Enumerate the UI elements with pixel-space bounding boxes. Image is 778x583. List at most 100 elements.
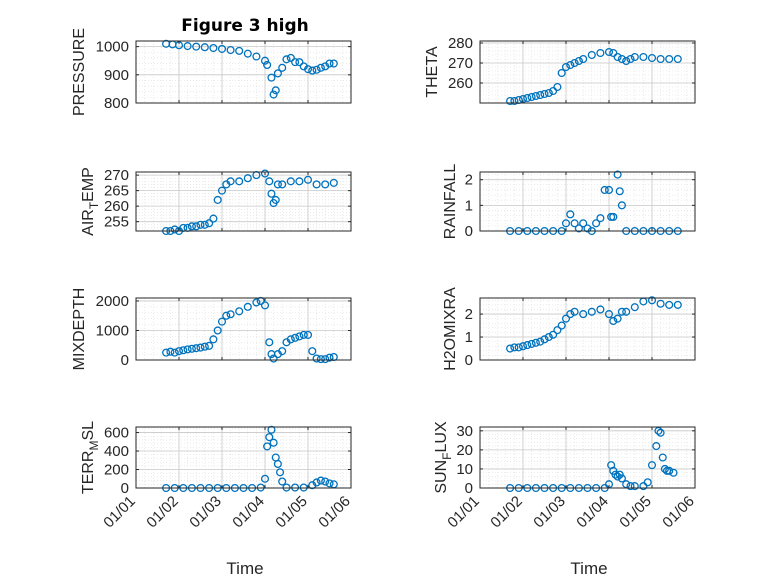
pressure-data-point [271,86,280,95]
theta-data-point [609,48,618,58]
h2omixra-y-tick-label: 2 [465,306,473,323]
terr-msl-y-tick-label: 200 [104,462,129,479]
sun-flux-data-point [647,461,657,470]
theta-data-point [561,62,571,72]
theta-data-point [544,88,553,98]
x-axis-label-right: Time [570,559,607,578]
mixdepth-data-point [187,344,196,353]
theta-y-axis-label: THETA [424,46,441,98]
terr-msl-y-tick-label: 0 [121,480,129,497]
terr-msl-data-point [312,478,321,487]
sun-flux-y-tick-label: 20 [456,442,473,459]
air-temp-y-tick-label: 265 [104,183,129,200]
terr-msl-data-point [273,459,282,469]
h2omixra-data-point [665,300,674,309]
pressure-data-point [235,46,244,55]
theta-data-point [570,58,579,68]
air-temp-data-point [170,225,179,234]
terr-msl-y-axis-label: TERRMSL [80,421,101,494]
pressure-data-point [295,58,304,67]
air-temp-data-point [273,180,282,189]
mixdepth-y-tick-label: 0 [121,352,129,369]
air-temp-y-tick-label: 255 [104,214,129,231]
h2omixra-data-point [544,332,553,342]
rainfall-y-tick-label: 0 [465,223,473,240]
theta-y-tick-label: 270 [448,55,473,72]
h2omixra-y-tick-label: 1 [465,329,473,346]
pressure-y-tick-label: 800 [104,95,129,112]
air-temp-data-point [226,177,235,186]
mixdepth-data-point [196,343,205,352]
pressure-data-point [291,58,300,67]
h2omixra-data-point [630,303,639,312]
mixdepth-data-point [183,345,192,354]
rainfall-data-point [617,201,626,210]
air-temp-data-point [321,180,330,189]
mixdepth-data-point [235,307,244,316]
air-temp-data-point [329,178,338,187]
terr-msl-data-point [325,479,334,488]
h2omixra-y-axis-label: H2OMIXRA [442,287,459,371]
h2omixra-data-point [647,296,657,305]
mixdepth-data-point [179,346,188,355]
pressure-data-point [192,42,201,51]
theta-data-point [549,86,558,96]
air-temp-data-point [312,180,321,189]
mixdepth-data-point [299,330,308,339]
theta-data-point [617,54,626,64]
sun-flux-data-point [617,474,626,483]
pressure-y-axis-label: PRESSURE [71,28,88,116]
pressure-data-point [273,69,282,78]
rainfall-data-point [574,224,583,233]
panel-rainfall: 0 1 2 RAINFALL [442,164,696,240]
theta-data-point [531,91,540,101]
sun-flux-y-tick-label: 30 [456,423,473,440]
air-temp-data-point [271,195,280,204]
pressure-data-point [325,59,334,68]
h2omixra-data-point [604,310,614,319]
h2omixra-y-tick-label: 0 [465,352,473,369]
air-temp-data-point [196,220,205,229]
mixdepth-data-point [291,333,300,342]
pressure-data-point [278,63,287,72]
theta-y-tick-label: 260 [448,75,473,92]
mixdepth-data-point [303,330,313,339]
h2omixra-data-point [673,300,682,309]
h2omixra-data-point [553,326,562,335]
sun-flux-data-point [643,478,652,487]
rainfall-data-point [566,210,575,219]
mixdepth-data-point [316,355,325,364]
terr-msl-y-tick-label: 600 [104,425,129,442]
terr-msl-data-point [263,442,272,451]
air-temp-data-point [209,214,218,223]
theta-data-point [613,52,622,62]
h2omixra-axes-box [479,297,696,361]
terr-msl-axes-box [135,426,352,489]
terr-msl-data-point [265,433,274,442]
panel-mixdepth: 0 1000 2000 MIXDEPTH [71,288,352,370]
rainfall-data-point [579,219,588,228]
theta-data-point [523,93,532,103]
rainfall-y-tick-label: 2 [465,172,473,189]
mixdepth-data-point [243,302,252,311]
pressure-data-point [252,52,261,61]
pressure-axes-box [135,40,352,104]
pressure-data-point [308,66,317,75]
theta-data-point [587,50,596,60]
theta-data-point [536,90,545,100]
air-temp-data-point [243,174,252,183]
mixdepth-y-tick-label: 1000 [96,322,129,339]
sun-flux-data-point [665,466,674,475]
h2omixra-data-point [527,339,536,348]
air-temp-data-point [303,175,313,184]
air-temp-data-point [187,222,196,231]
rainfall-axes-box [479,171,696,232]
sun-flux-data-point [658,453,667,462]
air-temp-axes-box [135,171,352,232]
mixdepth-data-point [192,344,201,353]
theta-axes-box [479,40,696,104]
mixdepth-data-point [321,355,330,364]
terr-msl-data-point [316,476,325,485]
rainfall-data-point [570,219,579,228]
h2omixra-data-point [510,343,519,352]
